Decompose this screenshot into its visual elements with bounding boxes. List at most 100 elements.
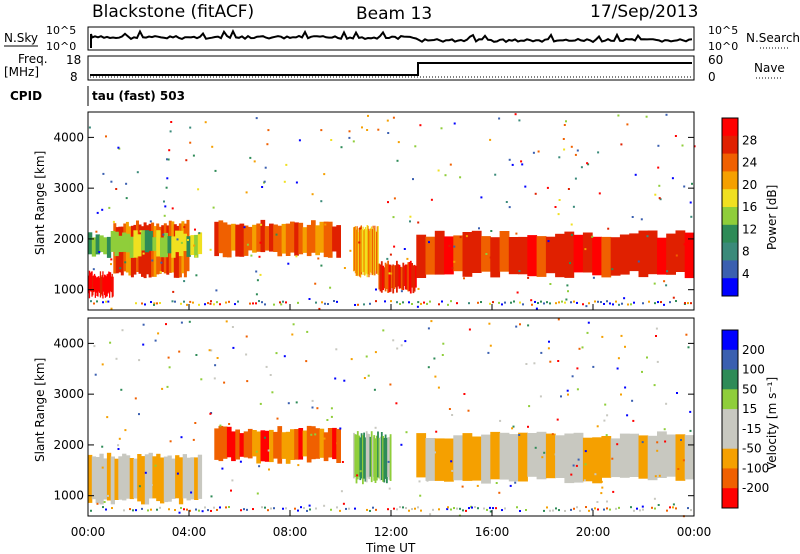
scatter-point — [440, 127, 443, 130]
heatmap-cell — [306, 224, 312, 257]
power-y-axis: 4000 3000 2000 1000 — [53, 130, 694, 297]
colorbar-segment — [722, 409, 738, 430]
scatter-point — [101, 363, 104, 366]
scatter-point — [558, 464, 561, 467]
ground-scatter-point — [387, 508, 389, 511]
scatter-point — [453, 260, 456, 263]
ground-scatter-point — [132, 509, 134, 512]
scatter-point — [428, 471, 430, 474]
heatmap-cell — [122, 453, 127, 501]
ground-scatter-point — [198, 303, 200, 306]
scatter-point — [168, 149, 171, 152]
scatter-point — [508, 206, 511, 209]
scatter-point — [171, 300, 174, 303]
heatmap-cell — [197, 454, 203, 499]
heatmap-cell — [273, 431, 278, 459]
scatter-point — [584, 248, 587, 251]
scatter-point — [604, 403, 607, 406]
scatter-point — [641, 370, 643, 373]
ground-scatter-point — [102, 301, 104, 304]
freq-series — [90, 62, 692, 76]
scatter-point — [359, 470, 362, 473]
heatmap-cell — [363, 230, 365, 273]
scatter-point — [343, 379, 346, 382]
heatmap-cell — [434, 230, 445, 275]
scatter-point — [305, 360, 308, 363]
scatter-point — [168, 366, 171, 369]
scatter-point — [107, 300, 110, 303]
scatter-point — [541, 456, 544, 459]
scatter-point — [136, 171, 139, 174]
colorbar-segment — [722, 153, 738, 172]
scatter-point — [672, 503, 675, 506]
scatter-point — [664, 440, 667, 443]
ground-scatter-point — [438, 508, 440, 511]
ground-scatter-point — [213, 506, 215, 509]
scatter-point — [167, 158, 170, 161]
heatmap-cell — [408, 262, 411, 292]
ground-scatter-point — [297, 301, 299, 304]
heatmap-cell — [336, 225, 341, 258]
scatter-point — [352, 140, 355, 143]
ground-scatter-point — [324, 302, 326, 305]
scatter-point — [117, 448, 120, 450]
ground-scatter-point — [627, 303, 629, 306]
scatter-point — [101, 466, 104, 469]
heatmap-cell — [393, 265, 396, 289]
scatter-point — [543, 451, 546, 454]
heatmap-cell — [152, 237, 157, 251]
colorbar-segment — [722, 260, 738, 279]
heatmap-cell — [137, 234, 142, 257]
ground-scatter-point — [93, 302, 95, 305]
station-title: Blackstone (fitACF) — [92, 2, 254, 22]
scatter-point — [154, 464, 157, 467]
ground-scatter-point — [657, 301, 659, 304]
y-tick-label: 3000 — [53, 387, 84, 401]
heatmap-cell — [373, 435, 376, 481]
ground-scatter-point — [588, 302, 590, 305]
ground-scatter-point — [279, 301, 281, 304]
heatmap-cell — [285, 431, 291, 464]
scatter-point — [691, 182, 693, 185]
colorbar-tick-label: 50 — [742, 382, 757, 396]
scatter-point — [405, 431, 408, 434]
scatter-point — [161, 243, 164, 245]
ground-scatter-point — [534, 300, 536, 303]
scatter-point — [396, 347, 399, 350]
scatter-point — [172, 290, 175, 293]
scatter-point — [666, 270, 669, 273]
scatter-point — [396, 159, 399, 162]
ground-scatter-point — [564, 509, 566, 512]
scatter-point — [489, 510, 492, 513]
scatter-point — [253, 160, 256, 163]
scatter-point — [560, 395, 562, 398]
scatter-point — [245, 335, 248, 338]
heatmap-cell — [564, 433, 575, 484]
scatter-point — [658, 184, 661, 187]
heatmap-cell — [290, 429, 295, 460]
ground-scatter-point — [618, 506, 620, 509]
scatter-point — [490, 230, 493, 232]
scatter-point — [611, 268, 614, 271]
ground-scatter-point — [270, 507, 272, 510]
scatter-point — [685, 333, 688, 336]
heatmap-cell — [415, 265, 417, 288]
scatter-point — [255, 117, 258, 120]
scatter-point — [566, 284, 569, 287]
scatter-point — [656, 441, 659, 444]
scatter-point — [653, 384, 656, 387]
scatter-point — [658, 474, 661, 477]
scatter-point — [557, 213, 560, 216]
scatter-point — [453, 122, 456, 125]
colorbar-segment — [722, 171, 738, 190]
ground-scatter-point — [423, 301, 425, 304]
scatter-point — [297, 464, 300, 467]
heatmap-cell — [160, 237, 165, 258]
heatmap-cell — [399, 266, 402, 289]
scatter-point — [450, 460, 453, 463]
scatter-point — [263, 180, 266, 183]
heatmap-cell — [214, 221, 219, 257]
colorbar-tick-label: -50 — [742, 442, 762, 456]
scatter-point — [692, 256, 694, 259]
